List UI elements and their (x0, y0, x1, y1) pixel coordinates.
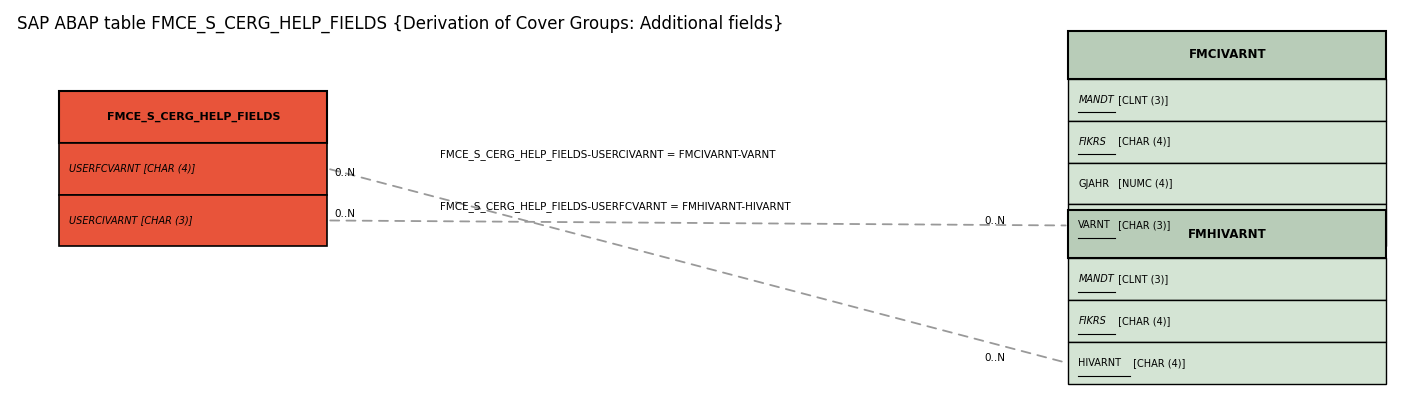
FancyBboxPatch shape (60, 91, 327, 143)
FancyBboxPatch shape (1068, 31, 1386, 79)
Text: FMCE_S_CERG_HELP_FIELDS-USERCIVARNT = FMCIVARNT-VARNT: FMCE_S_CERG_HELP_FIELDS-USERCIVARNT = FM… (441, 149, 777, 160)
FancyBboxPatch shape (1068, 342, 1386, 384)
Text: FIKRS: FIKRS (1078, 136, 1107, 147)
FancyBboxPatch shape (1068, 79, 1386, 121)
FancyBboxPatch shape (1068, 301, 1386, 342)
Text: 0..N: 0..N (334, 168, 356, 177)
FancyBboxPatch shape (60, 143, 327, 194)
FancyBboxPatch shape (1068, 258, 1386, 301)
Text: USERFCVARNT [CHAR (4)]: USERFCVARNT [CHAR (4)] (69, 164, 196, 174)
Text: [CHAR (3)]: [CHAR (3)] (1115, 220, 1170, 230)
FancyBboxPatch shape (1068, 162, 1386, 205)
FancyBboxPatch shape (1068, 121, 1386, 162)
Text: 0..N: 0..N (983, 216, 1005, 226)
FancyBboxPatch shape (60, 194, 327, 246)
Text: [CHAR (4)]: [CHAR (4)] (1129, 358, 1185, 368)
FancyBboxPatch shape (1068, 205, 1386, 246)
Text: MANDT: MANDT (1078, 95, 1114, 104)
Text: GJAHR: GJAHR (1078, 179, 1110, 188)
Text: VARNT: VARNT (1078, 220, 1111, 230)
Text: FMCE_S_CERG_HELP_FIELDS-USERFCVARNT = FMHIVARNT-HIVARNT: FMCE_S_CERG_HELP_FIELDS-USERFCVARNT = FM… (441, 201, 791, 212)
Text: [CLNT (3)]: [CLNT (3)] (1115, 95, 1168, 104)
Text: USERCIVARNT [CHAR (3)]: USERCIVARNT [CHAR (3)] (69, 215, 193, 226)
Text: FMCIVARNT: FMCIVARNT (1189, 48, 1265, 61)
Text: FIKRS: FIKRS (1078, 316, 1107, 326)
Text: SAP ABAP table FMCE_S_CERG_HELP_FIELDS {Derivation of Cover Groups: Additional f: SAP ABAP table FMCE_S_CERG_HELP_FIELDS {… (17, 15, 784, 33)
FancyBboxPatch shape (1068, 211, 1386, 258)
Text: FMCE_S_CERG_HELP_FIELDS: FMCE_S_CERG_HELP_FIELDS (106, 111, 281, 122)
Text: [NUMC (4)]: [NUMC (4)] (1115, 179, 1172, 188)
Text: 0..N: 0..N (983, 354, 1005, 363)
Text: [CHAR (4)]: [CHAR (4)] (1115, 136, 1170, 147)
Text: [CLNT (3)]: [CLNT (3)] (1115, 275, 1168, 284)
Text: 0..N: 0..N (334, 209, 356, 220)
Text: MANDT: MANDT (1078, 275, 1114, 284)
Text: HIVARNT: HIVARNT (1078, 358, 1121, 368)
Text: [CHAR (4)]: [CHAR (4)] (1115, 316, 1170, 326)
Text: FMHIVARNT: FMHIVARNT (1187, 228, 1267, 241)
